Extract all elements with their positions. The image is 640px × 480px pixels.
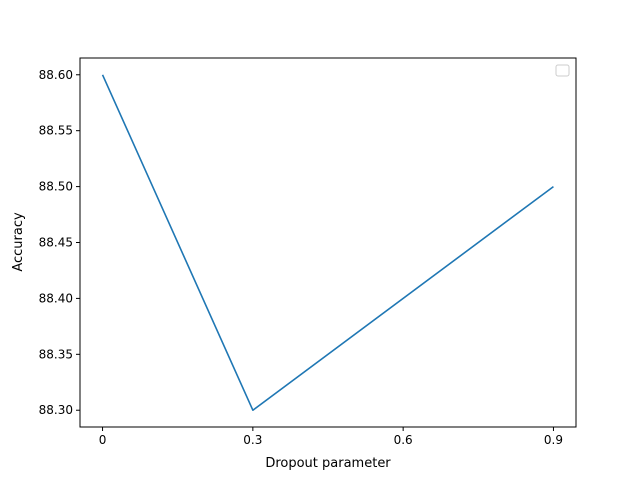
y-axis-label: Accuracy [11, 212, 26, 272]
series-layer [101, 74, 554, 412]
y-axis-ticks: 88.30 88.35 88.40 88.45 88.50 88.55 88.60 [39, 68, 80, 417]
y-tick-label: 88.35 [39, 347, 73, 361]
y-tick-label: 88.45 [39, 236, 73, 250]
x-tick-label: 0.3 [243, 433, 262, 447]
x-tick-label: 0.9 [544, 433, 563, 447]
plot-area: 0 0.3 0.6 0.9 88.30 88.35 88.40 88.45 88.50 88.5… [39, 57, 577, 447]
series-line [101, 74, 554, 412]
y-tick-label: 88.60 [39, 68, 73, 82]
y-tick-label: 88.55 [39, 124, 73, 138]
y-tick-label: 88.40 [39, 291, 73, 305]
y-tick-label: 88.50 [39, 180, 73, 194]
x-axis-label: Dropout parameter [265, 456, 391, 471]
y-tick-label: 88.30 [39, 403, 73, 417]
x-axis-ticks: 0 0.3 0.6 0.9 [99, 427, 563, 447]
legend-box [555, 64, 570, 77]
x-tick-label: 0 [99, 433, 107, 447]
x-tick-label: 0.6 [394, 433, 413, 447]
